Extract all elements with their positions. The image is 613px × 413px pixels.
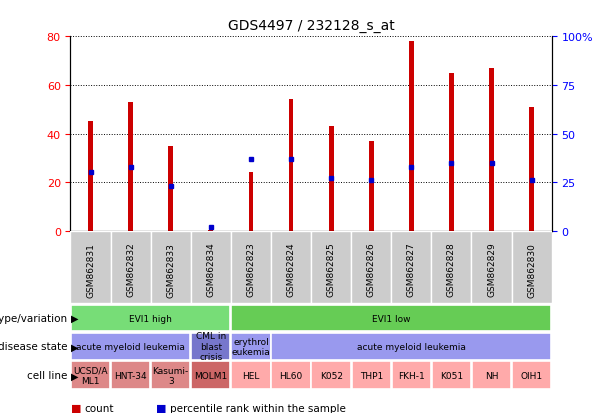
Text: GSM862833: GSM862833: [166, 242, 175, 297]
Bar: [311, 361, 351, 389]
Text: GSM862831: GSM862831: [86, 242, 95, 297]
Bar: [271, 231, 311, 304]
Text: percentile rank within the sample: percentile rank within the sample: [170, 403, 346, 413]
Title: GDS4497 / 232128_s_at: GDS4497 / 232128_s_at: [227, 19, 395, 33]
Text: GSM862825: GSM862825: [327, 242, 336, 297]
Bar: [111, 361, 150, 389]
Bar: [351, 231, 391, 304]
Bar: [272, 361, 311, 389]
Text: THP1: THP1: [360, 371, 383, 380]
Bar: [352, 361, 391, 389]
Text: OIH1: OIH1: [520, 371, 543, 380]
Bar: [272, 333, 551, 360]
Text: GSM862834: GSM862834: [207, 242, 215, 297]
Text: GSM862826: GSM862826: [367, 242, 376, 297]
Text: ▶: ▶: [71, 313, 78, 323]
Text: GSM862830: GSM862830: [527, 242, 536, 297]
Text: ■: ■: [156, 403, 167, 413]
Text: ▶: ▶: [71, 342, 78, 351]
Bar: [432, 361, 471, 389]
Text: GSM862829: GSM862829: [487, 242, 496, 297]
Bar: [432, 231, 471, 304]
Text: MOLM1: MOLM1: [194, 371, 227, 380]
Text: HL60: HL60: [280, 371, 303, 380]
Text: count: count: [84, 403, 113, 413]
Bar: [289, 100, 294, 231]
Bar: [208, 230, 213, 231]
Text: NH: NH: [485, 371, 498, 380]
Bar: [311, 231, 351, 304]
Bar: [471, 231, 512, 304]
Bar: [248, 173, 253, 231]
Bar: [512, 231, 552, 304]
Text: CML in
blast
crisis: CML in blast crisis: [196, 332, 226, 361]
Text: erythrol
eukemia: erythrol eukemia: [232, 337, 270, 356]
Bar: [151, 231, 191, 304]
Bar: [369, 142, 374, 231]
Bar: [392, 361, 431, 389]
Text: FKH-1: FKH-1: [398, 371, 425, 380]
Text: cell line: cell line: [27, 370, 67, 380]
Bar: [489, 69, 494, 231]
Bar: [151, 361, 191, 389]
Text: EVI1 high: EVI1 high: [129, 314, 172, 323]
Bar: [512, 361, 551, 389]
Bar: [71, 305, 230, 332]
Text: K052: K052: [319, 371, 343, 380]
Bar: [191, 361, 230, 389]
Bar: [472, 361, 511, 389]
Text: ▶: ▶: [71, 370, 78, 380]
Bar: [88, 122, 93, 231]
Bar: [231, 305, 551, 332]
Bar: [191, 231, 231, 304]
Text: UCSD/A
ML1: UCSD/A ML1: [74, 366, 108, 385]
Bar: [391, 231, 432, 304]
Text: HNT-34: HNT-34: [115, 371, 147, 380]
Bar: [449, 74, 454, 231]
Text: GSM862832: GSM862832: [126, 242, 135, 297]
Text: genotype/variation: genotype/variation: [0, 313, 67, 323]
Text: EVI1 low: EVI1 low: [372, 314, 411, 323]
Bar: [128, 103, 133, 231]
Bar: [529, 107, 534, 231]
Bar: [231, 231, 271, 304]
Text: K051: K051: [440, 371, 463, 380]
Bar: [169, 146, 173, 231]
Bar: [71, 361, 110, 389]
Text: acute myeloid leukemia: acute myeloid leukemia: [76, 342, 185, 351]
Bar: [191, 333, 230, 360]
Bar: [71, 333, 191, 360]
Text: disease state: disease state: [0, 342, 67, 351]
Text: Kasumi-
3: Kasumi- 3: [153, 366, 189, 385]
Text: ■: ■: [70, 403, 81, 413]
Bar: [409, 42, 414, 231]
Bar: [110, 231, 151, 304]
Bar: [231, 361, 270, 389]
Bar: [231, 333, 270, 360]
Text: GSM862828: GSM862828: [447, 242, 456, 297]
Text: HEL: HEL: [242, 371, 260, 380]
Text: GSM862823: GSM862823: [246, 242, 256, 297]
Bar: [70, 231, 110, 304]
Text: GSM862827: GSM862827: [407, 242, 416, 297]
Text: acute myeloid leukemia: acute myeloid leukemia: [357, 342, 466, 351]
Bar: [329, 127, 333, 231]
Text: GSM862824: GSM862824: [286, 242, 295, 297]
